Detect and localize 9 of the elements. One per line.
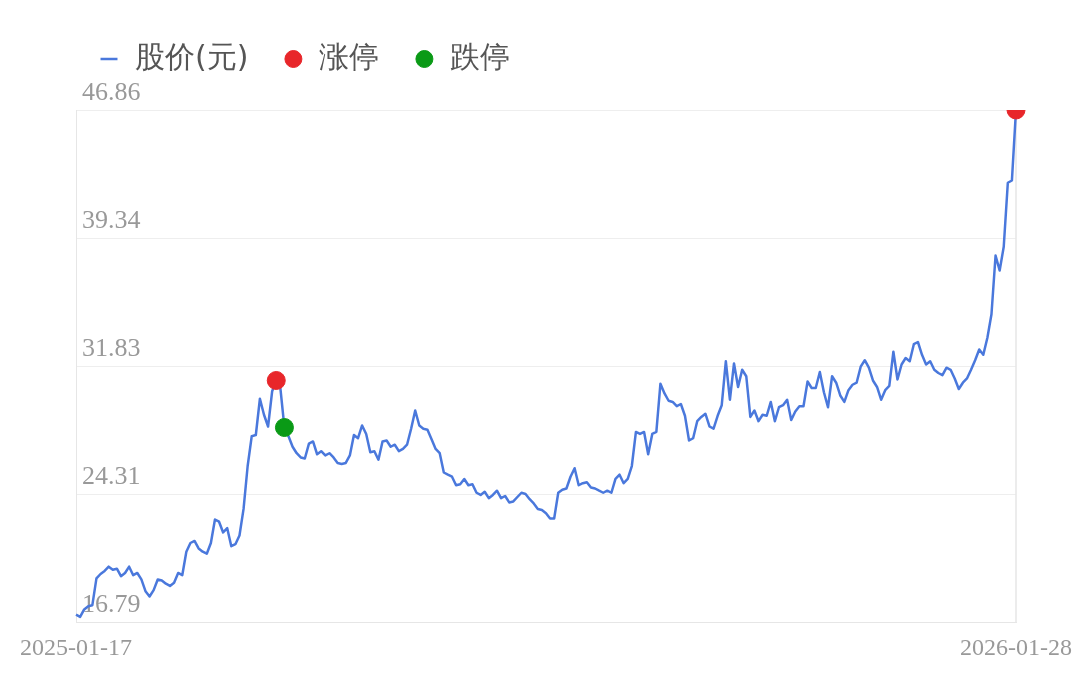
y-tick-label: 31.83 bbox=[82, 332, 141, 362]
legend-label: 涨停 bbox=[319, 38, 380, 74]
y-tick-label: 46.86 bbox=[82, 76, 141, 106]
x-tick-label: 2026-01-28 bbox=[960, 633, 1072, 660]
x-tick-label: 2025-01-17 bbox=[20, 633, 132, 660]
y-tick-label: 24.31 bbox=[82, 460, 141, 490]
y-tick-label: 39.34 bbox=[82, 204, 141, 234]
legend-label: 股价(元) bbox=[135, 38, 249, 74]
legend-label: 跌停 bbox=[450, 38, 511, 74]
